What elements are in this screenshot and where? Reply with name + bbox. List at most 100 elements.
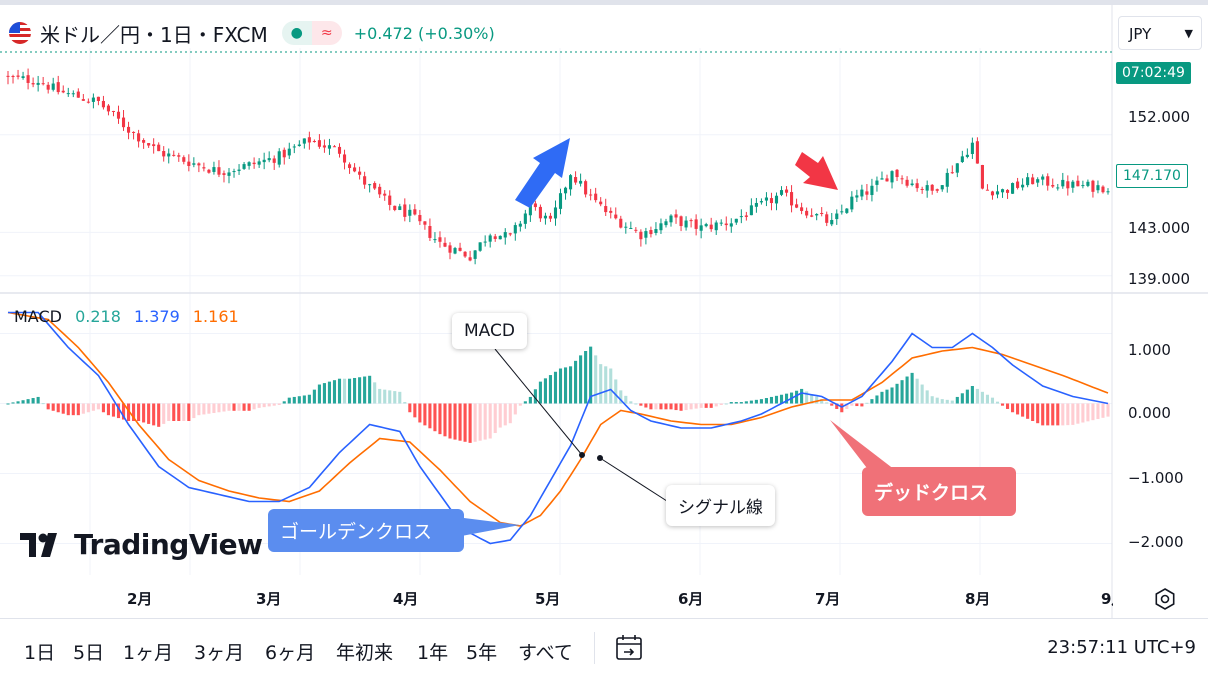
candle-body xyxy=(553,207,558,219)
last-price-tag: 147.170 xyxy=(1116,164,1188,188)
tradingview-logo-icon xyxy=(20,532,57,557)
candle-body xyxy=(332,146,337,148)
period-6m[interactable]: 6ヶ月 xyxy=(265,642,316,664)
histogram-bar xyxy=(388,390,392,404)
histogram-bar xyxy=(930,396,934,404)
candle-body xyxy=(433,239,437,241)
histogram-bar xyxy=(413,403,417,418)
candle-body xyxy=(518,223,522,227)
candle-body xyxy=(493,236,497,239)
candle-body xyxy=(317,140,321,147)
period-5y[interactable]: 5年 xyxy=(466,642,498,664)
candle-body xyxy=(784,189,789,193)
candle-body xyxy=(900,178,904,180)
histogram-bar xyxy=(579,355,583,404)
signal-callout: シグナル線 xyxy=(666,485,775,526)
histogram-bar xyxy=(91,403,95,411)
macd-indicator-name: MACD xyxy=(14,307,62,326)
histogram-bar xyxy=(553,371,558,404)
histogram-bar xyxy=(101,403,105,413)
settings-gear-icon[interactable] xyxy=(1152,586,1178,612)
candle-body xyxy=(850,196,854,210)
candle-body xyxy=(1106,191,1110,193)
candle-body xyxy=(1071,181,1075,188)
histogram-bar xyxy=(106,403,111,416)
histogram-bar xyxy=(242,403,246,411)
macd-callout: MACD xyxy=(452,313,527,349)
histogram-bar xyxy=(965,389,969,404)
candle-body xyxy=(790,192,794,206)
market-status-pill[interactable]: ● ≈ xyxy=(281,21,342,45)
candle-body xyxy=(644,231,648,238)
histogram-bar xyxy=(157,403,161,427)
go-to-date-icon[interactable] xyxy=(613,632,645,664)
histogram-bar xyxy=(594,355,598,404)
histogram-bar xyxy=(292,396,296,404)
histogram-bar xyxy=(900,380,904,404)
candle-body xyxy=(865,191,869,195)
period-1m[interactable]: 1ヶ月 xyxy=(123,642,174,664)
histogram-bar xyxy=(905,376,909,404)
histogram-bar xyxy=(694,403,698,409)
candle-body xyxy=(619,218,623,228)
tradingview-logo[interactable]: TradingView xyxy=(20,528,263,561)
histogram-bar xyxy=(548,375,553,404)
histogram-bar xyxy=(538,381,542,404)
histogram-bar xyxy=(373,382,377,404)
histogram-bar xyxy=(764,398,768,404)
histogram-bar xyxy=(348,378,352,404)
histogram-bar xyxy=(337,378,342,404)
candle-body xyxy=(378,186,382,195)
histogram-bar xyxy=(995,401,1000,404)
currency-select[interactable]: JPY ▼ xyxy=(1118,16,1202,50)
candle-body xyxy=(413,209,417,215)
period-1y[interactable]: 1年 xyxy=(417,642,449,664)
histogram-bar xyxy=(815,396,819,404)
candle-body xyxy=(744,215,748,217)
candle-body xyxy=(348,164,352,168)
chart-header: 米ドル／円・1日・FXCM ● ≈ +0.472 (+0.30%) xyxy=(8,18,495,48)
symbol-title[interactable]: 米ドル／円・1日・FXCM xyxy=(40,22,268,47)
period-3m[interactable]: 3ヶ月 xyxy=(194,642,245,664)
candle-body xyxy=(719,222,723,224)
histogram-bar xyxy=(569,366,573,404)
candle-body xyxy=(137,133,141,142)
histogram-bar xyxy=(237,403,241,411)
candle-body xyxy=(805,210,809,216)
price-label-139: 139.000 xyxy=(1128,270,1191,288)
candle-body xyxy=(217,167,221,175)
macd-legend[interactable]: MACD 0.218 1.379 1.161 xyxy=(14,307,239,326)
histogram-bar xyxy=(453,403,457,440)
clock-timezone[interactable]: 23:57:11 UTC+9 xyxy=(1047,637,1196,658)
candle-body xyxy=(594,193,598,201)
period-ytd[interactable]: 年初来 xyxy=(336,642,394,664)
candle-body xyxy=(51,83,55,90)
histogram-bar xyxy=(543,378,547,404)
histogram-bar xyxy=(935,397,939,404)
bottom-toolbar xyxy=(0,618,1208,679)
candle-body xyxy=(599,201,603,205)
histogram-bar xyxy=(749,400,753,404)
candle-body xyxy=(197,163,201,166)
candle-body xyxy=(769,198,774,204)
histogram-bar xyxy=(704,403,708,408)
histogram-bar xyxy=(81,403,85,414)
histogram-bar xyxy=(167,403,171,421)
period-all[interactable]: すべて xyxy=(518,642,573,664)
candle-body xyxy=(574,177,578,183)
histogram-bar xyxy=(46,403,50,410)
candle-body xyxy=(147,143,151,146)
histogram-bar xyxy=(1106,403,1110,417)
histogram-bar xyxy=(277,403,281,405)
month-label-mar: 3月 xyxy=(256,590,282,608)
histogram-bar xyxy=(563,367,568,404)
histogram-bar xyxy=(1046,403,1050,426)
histogram-bar xyxy=(975,388,979,404)
candle-body xyxy=(177,155,181,157)
candle-body xyxy=(704,224,708,227)
candle-body xyxy=(292,146,296,148)
period-1d[interactable]: 1日 xyxy=(24,642,56,664)
histogram-bar xyxy=(674,403,678,411)
period-5d[interactable]: 5日 xyxy=(73,642,105,664)
